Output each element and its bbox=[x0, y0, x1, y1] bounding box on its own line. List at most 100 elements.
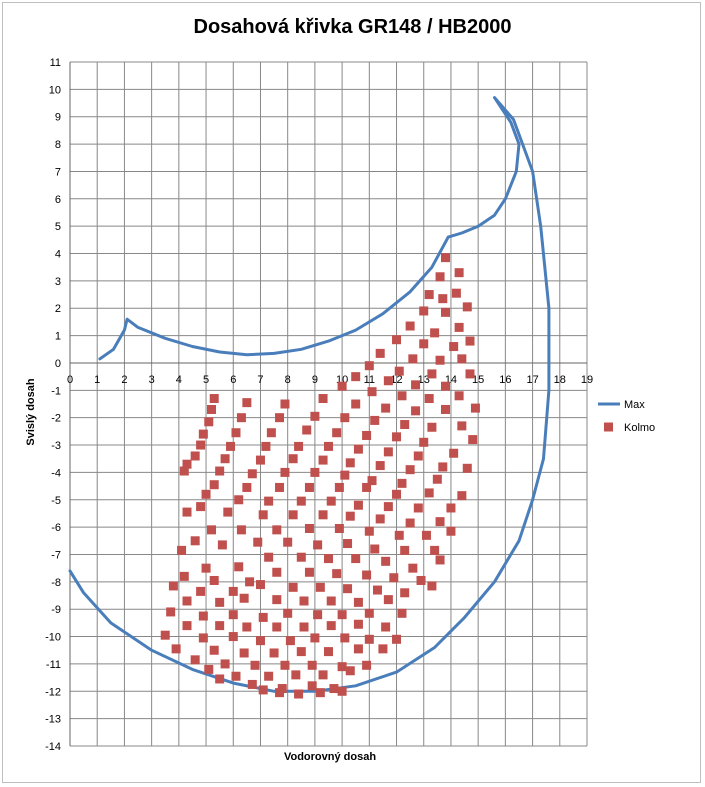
data-point-kolmo bbox=[411, 406, 421, 416]
data-point-kolmo bbox=[296, 496, 306, 506]
data-point-kolmo bbox=[258, 510, 268, 520]
y-tick-label: 11 bbox=[50, 57, 61, 69]
data-point-kolmo bbox=[283, 608, 293, 618]
data-point-kolmo bbox=[364, 526, 374, 536]
data-point-kolmo bbox=[408, 563, 418, 573]
data-point-kolmo bbox=[296, 552, 306, 562]
data-point-kolmo bbox=[168, 581, 178, 591]
data-point-kolmo bbox=[179, 466, 189, 476]
data-point-kolmo bbox=[400, 545, 410, 555]
data-point-kolmo bbox=[345, 458, 355, 468]
data-point-kolmo bbox=[446, 526, 456, 536]
data-point-kolmo bbox=[220, 454, 230, 464]
y-tick-label: 5 bbox=[55, 221, 61, 233]
data-point-kolmo bbox=[367, 476, 377, 486]
x-tick-label: 4 bbox=[176, 374, 182, 386]
data-point-kolmo bbox=[411, 380, 421, 390]
data-point-kolmo bbox=[288, 510, 298, 520]
data-point-kolmo bbox=[231, 428, 241, 438]
y-tick-label: 2 bbox=[55, 303, 61, 315]
x-tick-label: 13 bbox=[418, 374, 430, 386]
data-point-kolmo bbox=[204, 417, 214, 427]
data-point-kolmo bbox=[334, 482, 344, 492]
y-tick-label: -4 bbox=[51, 467, 61, 479]
data-point-kolmo bbox=[307, 681, 317, 691]
y-tick-label: 4 bbox=[55, 249, 61, 261]
data-point-kolmo bbox=[266, 428, 276, 438]
x-tick-label: 3 bbox=[149, 374, 155, 386]
data-point-kolmo bbox=[253, 537, 263, 547]
data-point-kolmo bbox=[392, 489, 402, 499]
data-point-kolmo bbox=[394, 530, 404, 540]
data-point-kolmo bbox=[275, 413, 285, 423]
data-point-kolmo bbox=[272, 595, 282, 605]
data-point-kolmo bbox=[264, 496, 274, 506]
data-point-kolmo bbox=[258, 612, 268, 622]
legend-swatch-kolmo bbox=[604, 422, 613, 432]
data-point-kolmo bbox=[250, 660, 260, 670]
data-point-kolmo bbox=[326, 596, 336, 606]
data-point-kolmo bbox=[462, 302, 472, 312]
data-point-kolmo bbox=[332, 428, 342, 438]
data-point-kolmo bbox=[190, 655, 200, 665]
data-point-kolmo bbox=[198, 611, 208, 621]
data-point-kolmo bbox=[318, 394, 328, 404]
y-tick-label: -2 bbox=[51, 413, 61, 425]
data-point-kolmo bbox=[345, 666, 355, 676]
data-point-kolmo bbox=[435, 555, 445, 565]
x-axis-label: Vodorovný dosah bbox=[283, 751, 377, 763]
data-point-kolmo bbox=[296, 647, 306, 657]
y-tick-label: 9 bbox=[55, 112, 61, 124]
data-point-kolmo bbox=[272, 525, 282, 535]
x-tick-label: 2 bbox=[121, 374, 127, 386]
legend-label: Max bbox=[624, 399, 645, 411]
data-point-kolmo bbox=[294, 689, 304, 699]
data-point-kolmo bbox=[288, 454, 298, 464]
data-point-kolmo bbox=[209, 645, 219, 655]
data-point-kolmo bbox=[280, 660, 290, 670]
x-tick-label: 0 bbox=[67, 374, 73, 386]
data-point-kolmo bbox=[275, 688, 285, 698]
data-point-kolmo bbox=[234, 562, 244, 572]
data-point-kolmo bbox=[177, 545, 187, 555]
data-point-kolmo bbox=[291, 670, 301, 680]
data-point-kolmo bbox=[245, 577, 255, 587]
data-point-kolmo bbox=[209, 480, 219, 490]
data-point-kolmo bbox=[392, 432, 402, 442]
y-tick-label: 3 bbox=[55, 276, 61, 288]
legend-label: Kolmo bbox=[624, 422, 655, 434]
y-tick-label: -9 bbox=[51, 604, 61, 616]
data-point-kolmo bbox=[340, 633, 350, 643]
data-point-kolmo bbox=[313, 610, 323, 620]
y-tick-label: -11 bbox=[46, 659, 61, 671]
y-tick-label: -1 bbox=[51, 385, 61, 397]
data-point-kolmo bbox=[324, 441, 333, 451]
data-point-kolmo bbox=[468, 435, 478, 445]
data-point-kolmo bbox=[196, 502, 206, 512]
data-point-kolmo bbox=[397, 608, 407, 618]
data-point-kolmo bbox=[313, 540, 323, 550]
data-point-kolmo bbox=[441, 307, 451, 317]
y-tick-label: -14 bbox=[45, 741, 61, 753]
data-point-kolmo bbox=[465, 336, 475, 346]
data-point-kolmo bbox=[405, 321, 415, 331]
data-point-kolmo bbox=[182, 596, 192, 606]
data-point-kolmo bbox=[457, 491, 467, 501]
data-point-kolmo bbox=[209, 575, 219, 585]
y-tick-label: -5 bbox=[51, 495, 61, 507]
data-point-kolmo bbox=[351, 399, 361, 409]
data-point-kolmo bbox=[206, 525, 216, 535]
data-point-kolmo bbox=[383, 447, 393, 457]
x-tick-label: 17 bbox=[526, 374, 538, 386]
data-point-kolmo bbox=[449, 448, 459, 458]
data-point-kolmo bbox=[353, 597, 363, 607]
x-tick-label: 8 bbox=[285, 374, 291, 386]
data-point-kolmo bbox=[304, 523, 314, 533]
data-point-kolmo bbox=[454, 391, 464, 401]
x-tick-label: 11 bbox=[364, 374, 375, 386]
data-point-kolmo bbox=[264, 552, 274, 562]
data-point-kolmo bbox=[315, 688, 325, 698]
data-point-kolmo bbox=[201, 563, 211, 573]
x-tick-label: 16 bbox=[499, 374, 511, 386]
